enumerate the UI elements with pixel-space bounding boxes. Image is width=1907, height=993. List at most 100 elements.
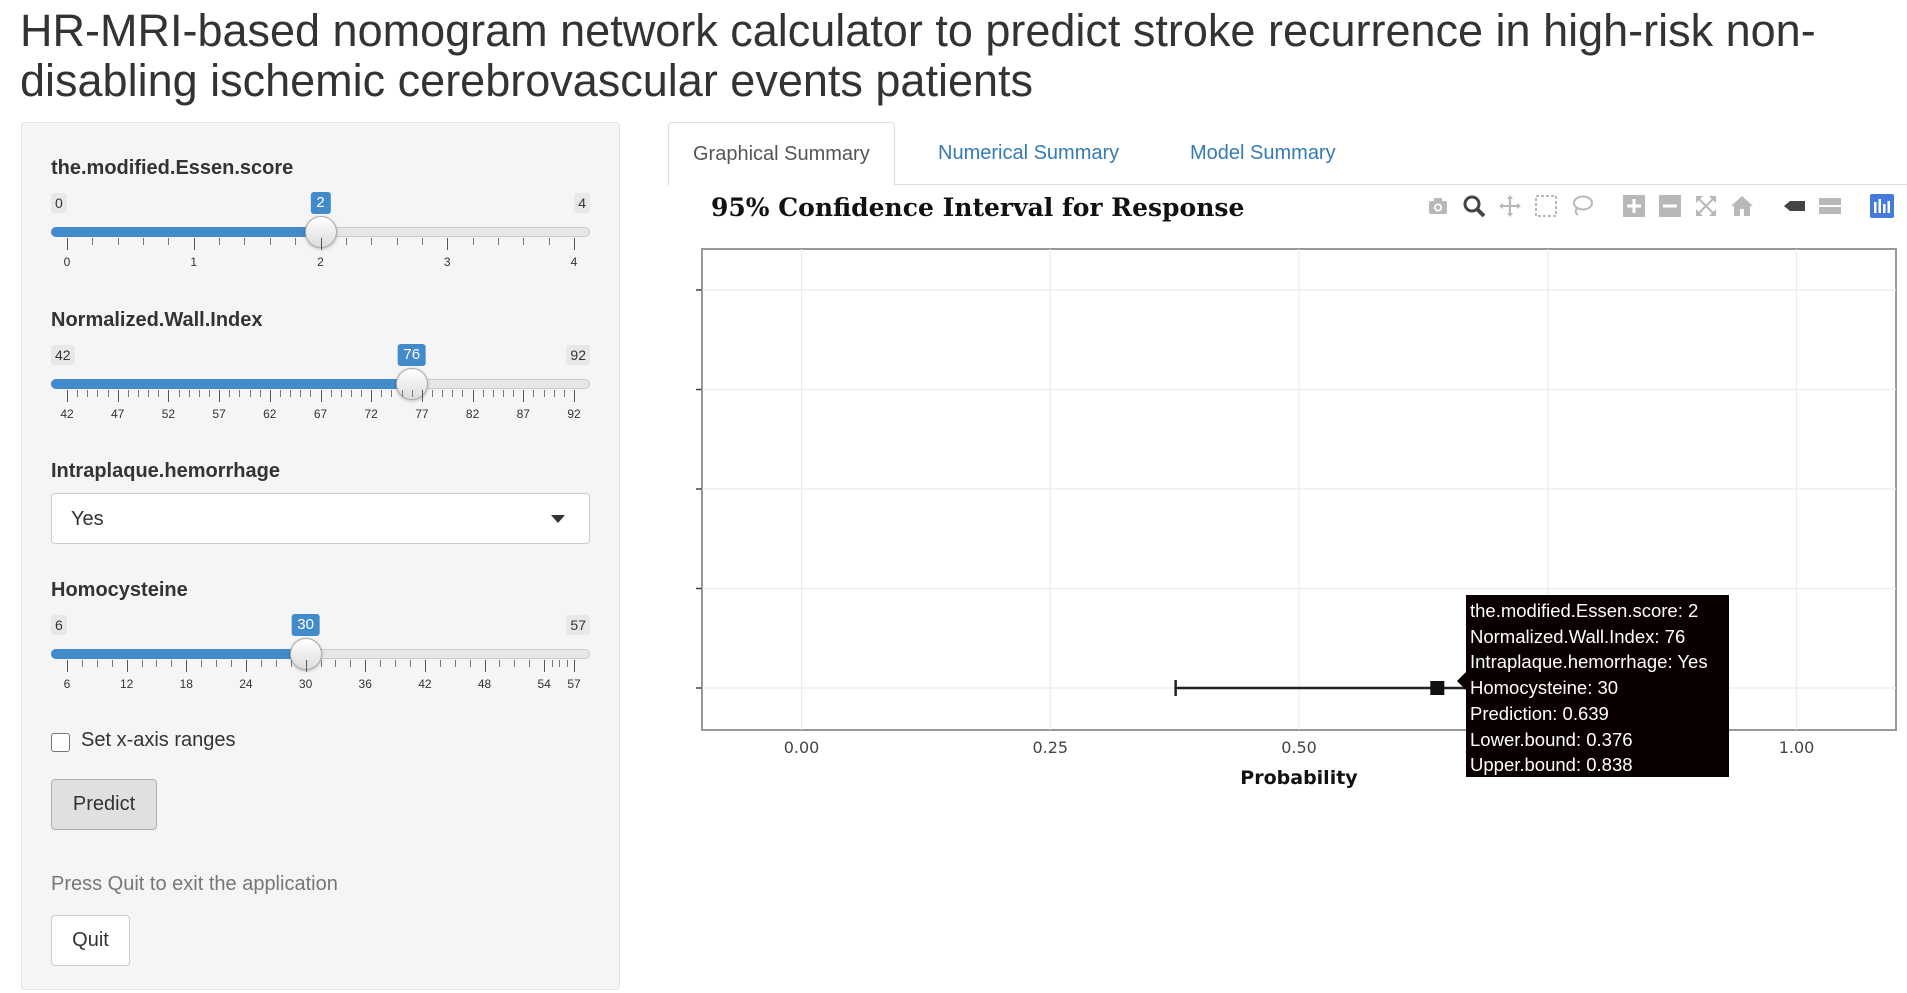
pan-icon[interactable] (1498, 194, 1522, 218)
slider-tick-label: 2 (317, 255, 324, 269)
slider-minor-tick (395, 660, 397, 667)
slider-tick-label: 48 (477, 677, 492, 691)
slider-minor-tick (529, 660, 531, 667)
homocysteine-ticks: 6 12 18 24 30 36 42 48 54 57 (63, 660, 581, 695)
slider-major-tick (305, 660, 307, 672)
slider-tick-label: 87 (516, 407, 530, 421)
nwi-slider[interactable]: 42 92 76 42 47 52 57 62 67 72 77 82 87 92 (51, 344, 590, 425)
slider-tick-label: 3 (443, 255, 451, 269)
slider-minor-tick (290, 660, 292, 667)
autoscale-icon[interactable] (1694, 194, 1718, 218)
slider-major-tick (472, 390, 474, 402)
slider-tick-label: 42 (418, 677, 432, 691)
tab-model-summary[interactable]: Model Summary (1190, 142, 1336, 164)
slider-major-tick (269, 390, 271, 402)
slider-minor-tick (566, 660, 568, 667)
nwi-ticks: 42 47 52 57 62 67 72 77 82 87 92 (60, 390, 581, 425)
plot-modebar (1420, 188, 1900, 224)
tooltip-line: Normalized.Wall.Index: 76 (1470, 625, 1686, 647)
homocysteine-max: 57 (566, 615, 590, 635)
slider-tick-label: 77 (415, 407, 429, 421)
slider-minor-tick (259, 390, 261, 397)
slider-tick-label: 18 (179, 677, 193, 691)
result-tabs: Graphical Summary Numerical Summary Mode… (668, 122, 1907, 186)
slider-major-tick (193, 238, 195, 250)
homocysteine-fill (51, 649, 306, 659)
slider-minor-tick (310, 390, 312, 397)
slider-major-tick (320, 238, 322, 250)
slider-minor-tick (411, 390, 413, 397)
slider-minor-tick (551, 660, 553, 667)
slider-major-tick (168, 390, 170, 402)
slider-major-tick (574, 238, 575, 250)
predict-button[interactable]: Predict (51, 779, 157, 830)
x-axis-title: Probability (1240, 767, 1358, 789)
slider-minor-tick (543, 390, 545, 397)
slider-minor-tick (295, 238, 297, 245)
slider-minor-tick (244, 238, 246, 245)
slider-major-tick (67, 238, 68, 250)
slider-minor-tick (275, 660, 277, 667)
slider-minor-tick (409, 660, 411, 667)
compare-hover-icon[interactable] (1818, 194, 1842, 218)
xaxis-range-checkbox[interactable] (51, 733, 70, 752)
slider-minor-tick (391, 390, 393, 397)
zoom-out-icon[interactable] (1658, 194, 1682, 218)
slider-major-tick (186, 660, 188, 672)
slider-minor-tick (143, 238, 145, 245)
reset-axes-icon[interactable] (1730, 194, 1754, 218)
slider-minor-tick (533, 390, 535, 397)
tab-graphical-summary[interactable]: Graphical Summary (668, 122, 895, 186)
homocysteine-slider[interactable]: 6 57 30 6 12 18 24 30 36 42 48 54 57 (51, 614, 590, 695)
hemorrhage-label: Intraplaque.hemorrhage (51, 460, 280, 482)
tooltip-line: the.modified.Essen.score: 2 (1470, 600, 1699, 621)
homocysteine-value: 30 (291, 614, 320, 636)
tab-numerical-summary[interactable]: Numerical Summary (938, 142, 1120, 164)
essen-score-value: 2 (310, 192, 331, 214)
essen-score-slider[interactable]: 0 4 2 0 1 2 3 4 (51, 192, 590, 273)
camera-icon[interactable] (1426, 194, 1450, 218)
caret-down-icon (551, 515, 565, 523)
zoom-icon[interactable] (1462, 194, 1486, 218)
slider-minor-tick (201, 660, 203, 667)
slider-major-tick (544, 660, 546, 672)
slider-minor-tick (371, 238, 373, 245)
hemorrhage-select[interactable]: Yes (51, 493, 590, 544)
slider-tick-label: 6 (63, 677, 71, 691)
slider-minor-tick (335, 660, 337, 667)
essen-score-ticks: 0 1 2 3 4 (64, 238, 577, 273)
slider-minor-tick (492, 390, 494, 397)
box-select-icon[interactable] (1534, 194, 1558, 218)
slider-major-tick (219, 390, 221, 402)
xaxis-range-checkbox-label[interactable]: Set x-axis ranges (81, 729, 236, 751)
slider-minor-tick (168, 238, 170, 245)
essen-score-max: 4 (574, 193, 590, 213)
essen-score-fill (51, 227, 321, 237)
slider-tick-label: 67 (313, 407, 328, 421)
slider-minor-tick (469, 660, 471, 667)
plotly-logo-icon[interactable] (1870, 194, 1894, 218)
slider-tick-label: 47 (111, 407, 125, 421)
slider-minor-tick (231, 660, 233, 667)
slider-major-tick (424, 660, 426, 672)
quit-button[interactable]: Quit (51, 915, 130, 966)
slider-minor-tick (111, 660, 113, 667)
slider-minor-tick (171, 660, 173, 667)
slider-minor-tick (452, 390, 454, 397)
slider-tick-label: 92 (567, 407, 581, 421)
slider-minor-tick (345, 238, 347, 245)
slider-tick-label: 57 (212, 407, 226, 421)
slider-minor-tick (482, 390, 484, 397)
slider-major-tick (245, 660, 247, 672)
x-tick-label: 0.25 (1032, 738, 1068, 757)
spike-lines-icon[interactable] (1782, 194, 1806, 218)
hover-tooltip: the.modified.Essen.score: 2 Normalized.W… (1457, 595, 1729, 777)
nwi-label: Normalized.Wall.Index (51, 309, 263, 331)
lasso-select-icon[interactable] (1570, 194, 1594, 218)
slider-minor-tick (553, 390, 555, 397)
slider-tick-label: 62 (263, 407, 277, 421)
slider-minor-tick (559, 660, 561, 667)
slider-major-tick (126, 660, 128, 672)
slider-minor-tick (472, 238, 474, 245)
zoom-in-icon[interactable] (1622, 194, 1646, 218)
